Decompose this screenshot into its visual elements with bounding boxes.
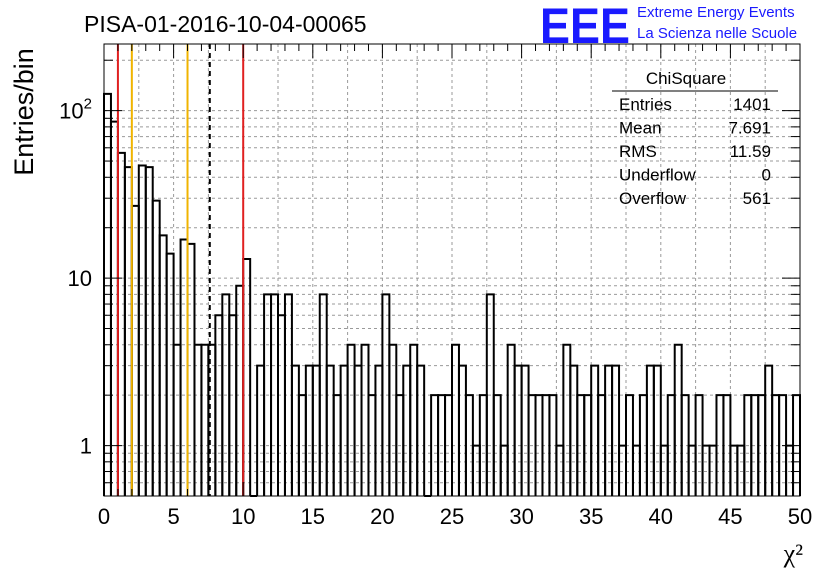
brand: EEE Extreme Energy Events La Scienza nel…	[540, 0, 797, 54]
stats-row-label: Entries	[619, 95, 672, 114]
x-tick-label: 30	[509, 504, 533, 529]
stats-row-label: RMS	[619, 142, 657, 161]
histogram-bar	[103, 92, 112, 496]
histogram-bar	[325, 364, 335, 496]
stats-row-label: Overflow	[619, 189, 687, 208]
histogram-bar	[207, 343, 217, 496]
histogram-bar	[611, 364, 621, 496]
histogram-bar	[764, 364, 774, 496]
histogram-bar	[130, 204, 140, 496]
histogram-bar	[402, 364, 412, 496]
histogram-bar	[374, 364, 384, 496]
histogram-bar	[513, 364, 523, 496]
x-axis-title: χ²	[783, 539, 804, 568]
histogram-bar	[409, 343, 419, 496]
histogram-bar	[353, 364, 363, 496]
stats-rows: Entries 1401 Mean 7.691 RMS 11.59 Underflow 0 Ov…	[619, 95, 771, 208]
x-tick-label: 25	[440, 504, 464, 529]
histogram-bar	[214, 314, 224, 496]
histogram-bar	[520, 364, 530, 496]
histogram-bar	[228, 314, 238, 496]
histogram-bar	[360, 343, 370, 496]
x-tick-label: 0	[98, 504, 110, 529]
histogram-bar	[451, 343, 460, 496]
brand-line-2: La Scienza nelle Scuole	[637, 25, 797, 42]
stats-box-title: ChiSquare	[646, 69, 726, 88]
histogram-bar	[562, 343, 572, 496]
histogram-bar	[604, 364, 614, 496]
x-tick-label: 5	[167, 504, 179, 529]
reference-lines	[116, 44, 245, 496]
histogram-bar	[339, 364, 349, 496]
x-tick-label: 15	[301, 504, 325, 529]
brand-logo: EEE	[540, 0, 630, 54]
y-tick-label: 102	[59, 96, 92, 124]
histogram-bar	[137, 164, 147, 496]
y-tick-label-exponent: 2	[84, 96, 92, 113]
histogram-bar	[388, 343, 398, 496]
chart-title: PISA-01-2016-10-04-00065	[84, 11, 367, 37]
histogram-bar	[652, 364, 662, 496]
histogram-bar	[304, 364, 314, 496]
histogram-bar	[457, 364, 467, 496]
stats-box: ChiSquare Entries 1401 Mean 7.691 RMS 11.59 Un…	[612, 69, 778, 208]
stats-row-value: 11.59	[730, 142, 771, 161]
histogram-bar	[165, 252, 175, 496]
histogram-bar	[235, 284, 245, 496]
stats-row-value: 561	[743, 189, 771, 208]
stats-row-label: Underflow	[619, 166, 696, 185]
histogram-bar	[311, 364, 321, 496]
histogram-bar	[645, 364, 655, 496]
histogram-bar	[256, 364, 266, 496]
histogram-bar	[590, 364, 600, 496]
x-tick-label: 35	[579, 504, 603, 529]
histogram-bar	[290, 364, 300, 496]
histogram-bar	[172, 343, 182, 496]
y-tick-label: 10	[68, 266, 92, 291]
histogram-bar	[116, 151, 126, 496]
histogram-bar	[673, 343, 683, 496]
y-axis-title: Entries/bin	[9, 48, 39, 176]
histogram-bar	[346, 343, 356, 496]
histogram-bar	[506, 343, 516, 496]
x-tick-label: 40	[649, 504, 673, 529]
histogram-bar	[144, 166, 154, 496]
x-tick-label: 20	[370, 504, 394, 529]
x-tick-label: 50	[788, 504, 812, 529]
histogram-bar	[193, 343, 203, 496]
stats-row-value: 7.691	[728, 119, 771, 138]
stats-row-value: 1401	[733, 95, 771, 114]
x-tick-label: 45	[718, 504, 742, 529]
histogram-bar	[277, 314, 286, 496]
histogram-bar	[569, 364, 579, 496]
x-tick-label: 10	[231, 504, 255, 529]
stats-row-value: 0	[762, 166, 771, 185]
histogram-bar	[416, 364, 426, 496]
brand-line-1: Extreme Energy Events	[637, 4, 795, 21]
histogram-bar	[151, 199, 161, 496]
y-tick-label: 1	[80, 434, 92, 459]
stats-row-label: Mean	[619, 119, 662, 138]
histogram-bar	[123, 166, 133, 496]
histogram-bar	[200, 343, 210, 496]
axis-ticks	[103, 44, 801, 496]
histogram-bar	[186, 242, 196, 496]
